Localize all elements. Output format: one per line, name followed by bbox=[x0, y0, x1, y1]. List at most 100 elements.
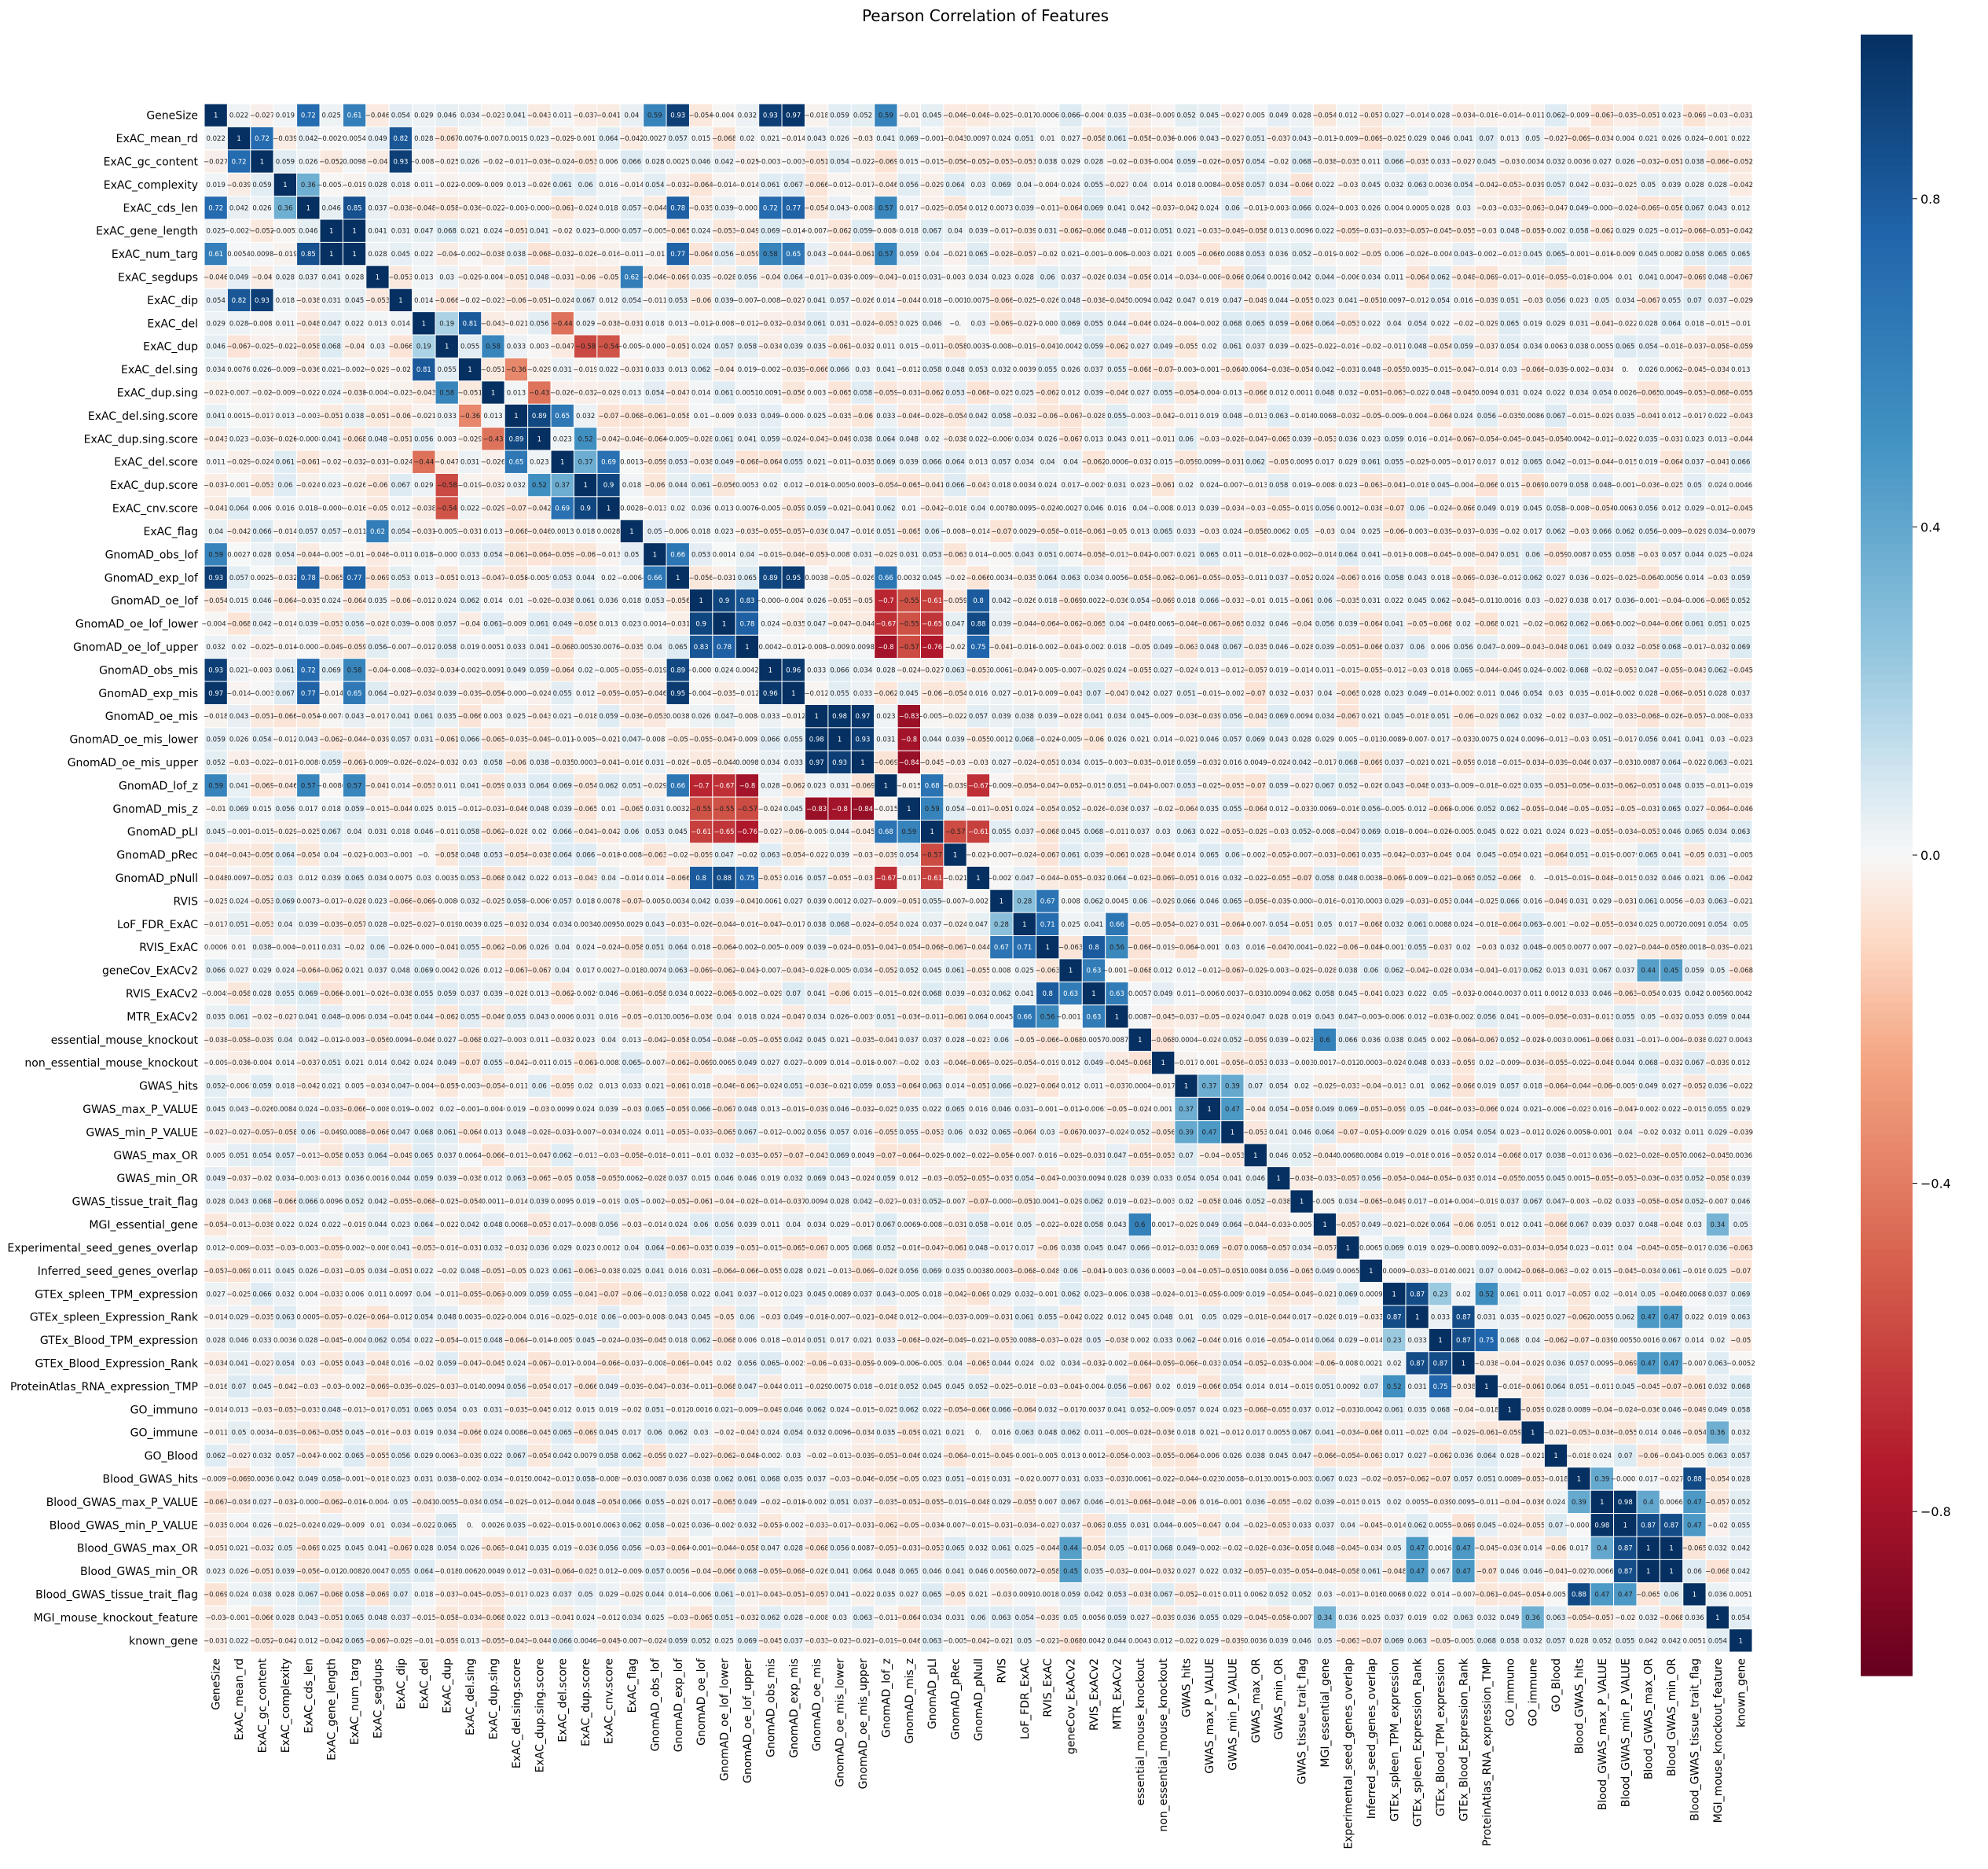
heatmap-cell-value: −0.066 bbox=[1197, 251, 1221, 259]
heatmap-cell-value: −0.027 bbox=[919, 666, 944, 674]
heatmap-cell-value: 0.049 bbox=[1477, 505, 1496, 513]
heatmap-cell-value: −0.069 bbox=[1451, 575, 1476, 582]
heatmap-cell-value: −0.05 bbox=[830, 575, 850, 582]
heatmap-cell-value: 0.041 bbox=[876, 366, 895, 374]
heatmap-cell-value: 0.068 bbox=[1662, 644, 1681, 652]
heatmap-cell-value: 0.049 bbox=[1593, 644, 1612, 652]
heatmap-cell-value: 0.04 bbox=[925, 251, 940, 259]
heatmap-cell-value: −0.012 bbox=[1590, 435, 1614, 443]
heatmap-cell-value: 0.057 bbox=[669, 135, 688, 143]
heatmap-cell-value: 0.043 bbox=[807, 251, 826, 259]
heatmap-cell-value: −0.022 bbox=[1312, 944, 1337, 952]
heatmap-cell-value: 0.04 bbox=[1387, 320, 1402, 328]
heatmap-cell-value: 0.0061 bbox=[990, 666, 1014, 674]
heatmap-cell-value: −0.065 bbox=[1636, 390, 1660, 398]
heatmap-cell-value: 0.0042 bbox=[758, 644, 782, 652]
heatmap-cell-value: −0.031 bbox=[1359, 228, 1383, 236]
heatmap-cell-value: 0.98 bbox=[832, 713, 847, 721]
heatmap-cell-value: 0.77 bbox=[786, 204, 801, 212]
heatmap-cell-value: −0.014 bbox=[1474, 366, 1498, 374]
heatmap-cell-value: −0.06 bbox=[853, 413, 873, 420]
heatmap-cell-value: 0.024 bbox=[1107, 666, 1126, 674]
heatmap-cell bbox=[457, 103, 482, 127]
heatmap-cell-value: 0.82 bbox=[393, 135, 408, 143]
heatmap-cell-value: −0.059 bbox=[481, 782, 505, 790]
heatmap-cell-value: 0.003 bbox=[807, 390, 826, 398]
heatmap-cell-value: 0.93 bbox=[856, 736, 871, 744]
heatmap-cell-value: 0.0053 bbox=[574, 644, 597, 652]
heatmap-cell-value: 0.012 bbox=[1407, 806, 1426, 813]
heatmap-cell bbox=[619, 126, 644, 151]
heatmap-cell-value: −0.058 bbox=[1636, 644, 1660, 652]
heatmap-cell-value: −0.053 bbox=[874, 320, 898, 328]
heatmap-cell-value: 0.064 bbox=[945, 459, 964, 467]
heatmap-cell-value: 0.0036 bbox=[1568, 159, 1591, 167]
heatmap-cell-value: 0.042 bbox=[252, 621, 271, 629]
heatmap-cell-value: −0.063 bbox=[943, 551, 967, 559]
heatmap-cell-value: 0.033 bbox=[784, 759, 803, 767]
heatmap-cell-value: 0.058 bbox=[1569, 228, 1588, 236]
heatmap-cell-value: 0.026 bbox=[299, 159, 317, 167]
heatmap-cell-value: 0.028 bbox=[1015, 274, 1034, 282]
heatmap-cell-value: −0.032 bbox=[850, 343, 875, 351]
heatmap-cell-value: −0.0069 bbox=[525, 898, 554, 905]
heatmap-cell-value: −0.011 bbox=[296, 944, 321, 952]
heatmap-cell-value: −0.049 bbox=[1220, 228, 1245, 236]
heatmap-cell-value: 0.021 bbox=[1523, 828, 1542, 836]
heatmap-cell-value: 0.018 bbox=[992, 482, 1011, 490]
heatmap-cell-value: 0.054 bbox=[945, 806, 964, 813]
heatmap-cell-value: −0.048 bbox=[966, 112, 990, 120]
heatmap-cell-value: 0.061 bbox=[1061, 852, 1080, 860]
heatmap-cell-value: −0.066 bbox=[804, 366, 828, 374]
heatmap-cell-value: −0.026 bbox=[342, 482, 366, 490]
heatmap-cell-value: 0.0072 bbox=[1660, 921, 1683, 929]
heatmap-cell-value: −0.0063 bbox=[1449, 806, 1478, 813]
heatmap-cell-value: −0.009 bbox=[1150, 112, 1175, 120]
heatmap-cell-value: −0. bbox=[949, 320, 961, 328]
heatmap-cell-value: −0.058 bbox=[1035, 528, 1059, 536]
heatmap-cell-value: −0.023 bbox=[1128, 875, 1152, 883]
heatmap-cell-value: −0.055 bbox=[1058, 875, 1083, 883]
heatmap-cell-value: 0.056 bbox=[900, 182, 919, 189]
heatmap-cell-value: 1 bbox=[237, 135, 240, 143]
heatmap-cell-value: −0.025 bbox=[388, 921, 413, 929]
heatmap-cell-value: −0.028 bbox=[712, 274, 736, 282]
heatmap-cell-value: −0.028 bbox=[919, 413, 944, 420]
heatmap-cell-value: −0.037 bbox=[1428, 944, 1452, 952]
heatmap-cell-value: −0.039 bbox=[1705, 944, 1729, 952]
heatmap-cell bbox=[804, 149, 829, 174]
heatmap-cell-value: 0.0054 bbox=[227, 251, 251, 259]
heatmap-cell-value: −0.013 bbox=[1543, 736, 1568, 744]
heatmap-cell-value: −0.053 bbox=[1613, 666, 1638, 674]
heatmap-cell-value: −0.046 bbox=[619, 435, 644, 443]
heatmap-cell-value: −0.034 bbox=[1590, 366, 1614, 374]
heatmap-cell-value: −0.059 bbox=[874, 390, 898, 398]
heatmap-cell-value: 0.026 bbox=[460, 968, 479, 975]
heatmap-cell-value: 0.028 bbox=[229, 320, 248, 328]
heatmap-cell-value: 0.037 bbox=[368, 968, 387, 975]
heatmap-cell-value: 0.025 bbox=[322, 112, 341, 120]
heatmap-cell-value: 0.058 bbox=[738, 343, 757, 351]
heatmap-cell-value: 0.029 bbox=[414, 482, 433, 490]
heatmap-cell-value: 0.041 bbox=[507, 112, 526, 120]
heatmap-cell-value: −0.053 bbox=[250, 921, 274, 929]
heatmap-cell-value: 0.031 bbox=[322, 297, 341, 305]
heatmap-cell-value: −0.0072 bbox=[479, 135, 508, 143]
heatmap-cell-value: 0.025 bbox=[1362, 528, 1381, 536]
heatmap-cell-value: 0.028 bbox=[1292, 736, 1311, 744]
heatmap-cell-value: 0.032 bbox=[1338, 390, 1357, 398]
heatmap-cell-value: −0.053 bbox=[1682, 390, 1707, 398]
heatmap-cell-value: −0.018 bbox=[804, 112, 828, 120]
heatmap-cell-value: 0.051 bbox=[1500, 551, 1519, 559]
heatmap-cell-value: 0.013 bbox=[622, 390, 641, 398]
heatmap-cell-value: 0.065 bbox=[1616, 343, 1634, 351]
heatmap-cell-value: −0.037 bbox=[1267, 135, 1291, 143]
heatmap-cell-value: −0.045 bbox=[1729, 505, 1753, 513]
heatmap-cell-value: −0.042 bbox=[919, 505, 944, 513]
heatmap-cell-value: −0.066 bbox=[1220, 274, 1245, 282]
heatmap-cell-value: 0.056 bbox=[1639, 528, 1658, 536]
heatmap-cell-value: 0.046 bbox=[1200, 736, 1219, 744]
heatmap-cell-value: 0.046 bbox=[691, 159, 710, 167]
heatmap-cell-value: 0.97 bbox=[786, 112, 801, 120]
heatmap-cell-value: −0.061 bbox=[1336, 852, 1360, 860]
